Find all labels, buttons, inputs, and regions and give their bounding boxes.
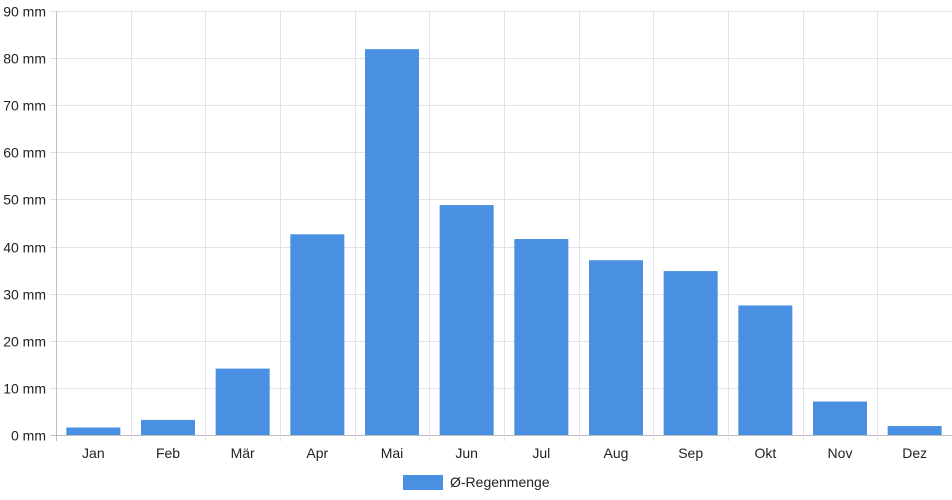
legend-label[interactable]: Ø-Regenmenge bbox=[450, 474, 550, 490]
y-tick-label: 60 mm bbox=[3, 145, 46, 161]
x-tick-label: Mär bbox=[231, 445, 255, 461]
bar-okt[interactable] bbox=[738, 305, 793, 435]
y-tick-label: 40 mm bbox=[3, 240, 46, 256]
bar-nov[interactable] bbox=[813, 401, 867, 435]
bar-sep[interactable] bbox=[663, 271, 718, 435]
y-tick-label: 10 mm bbox=[3, 381, 46, 397]
x-tick-label: Feb bbox=[156, 445, 180, 461]
bar-dez[interactable] bbox=[887, 426, 942, 435]
x-tick-label: Okt bbox=[754, 445, 776, 461]
x-tick-label: Sep bbox=[678, 445, 703, 461]
x-tick-label: Jun bbox=[455, 445, 478, 461]
bar-mai[interactable] bbox=[365, 49, 419, 435]
bar-jan[interactable] bbox=[66, 427, 121, 435]
y-tick-label: 20 mm bbox=[3, 334, 46, 350]
x-tick-label: Jan bbox=[82, 445, 105, 461]
bar-feb[interactable] bbox=[141, 419, 195, 435]
grid-lines bbox=[50, 11, 952, 441]
x-tick-label: Aug bbox=[604, 445, 629, 461]
legend-swatch[interactable] bbox=[403, 475, 443, 490]
y-axis: 0 mm 10 mm 20 mm 30 mm 40 mm 50 mm 60 mm 70 mm 8… bbox=[3, 4, 46, 444]
bar-aug[interactable] bbox=[589, 260, 643, 435]
y-tick-label: 70 mm bbox=[3, 98, 46, 114]
x-tick-label: Apr bbox=[306, 445, 328, 461]
bars bbox=[66, 49, 942, 435]
bar-jul[interactable] bbox=[514, 239, 569, 435]
x-tick-label: Dez bbox=[902, 445, 927, 461]
y-tick-label: 80 mm bbox=[3, 51, 46, 67]
x-axis: Jan Feb Mär Apr Mai Jun Jul Aug Sep Okt Nov Dez bbox=[82, 445, 927, 461]
x-tick-label: Jul bbox=[532, 445, 550, 461]
bar-jun[interactable] bbox=[439, 205, 494, 435]
bar-apr[interactable] bbox=[290, 234, 345, 435]
x-tick-label: Mai bbox=[381, 445, 404, 461]
x-tick-label: Nov bbox=[828, 445, 853, 461]
y-tick-label: 30 mm bbox=[3, 287, 46, 303]
bar-mär[interactable] bbox=[215, 368, 270, 435]
y-tick-label: 90 mm bbox=[3, 4, 46, 20]
legend[interactable]: Ø-Regenmenge bbox=[403, 474, 550, 490]
y-tick-label: 0 mm bbox=[11, 428, 46, 444]
y-tick-label: 50 mm bbox=[3, 192, 46, 208]
